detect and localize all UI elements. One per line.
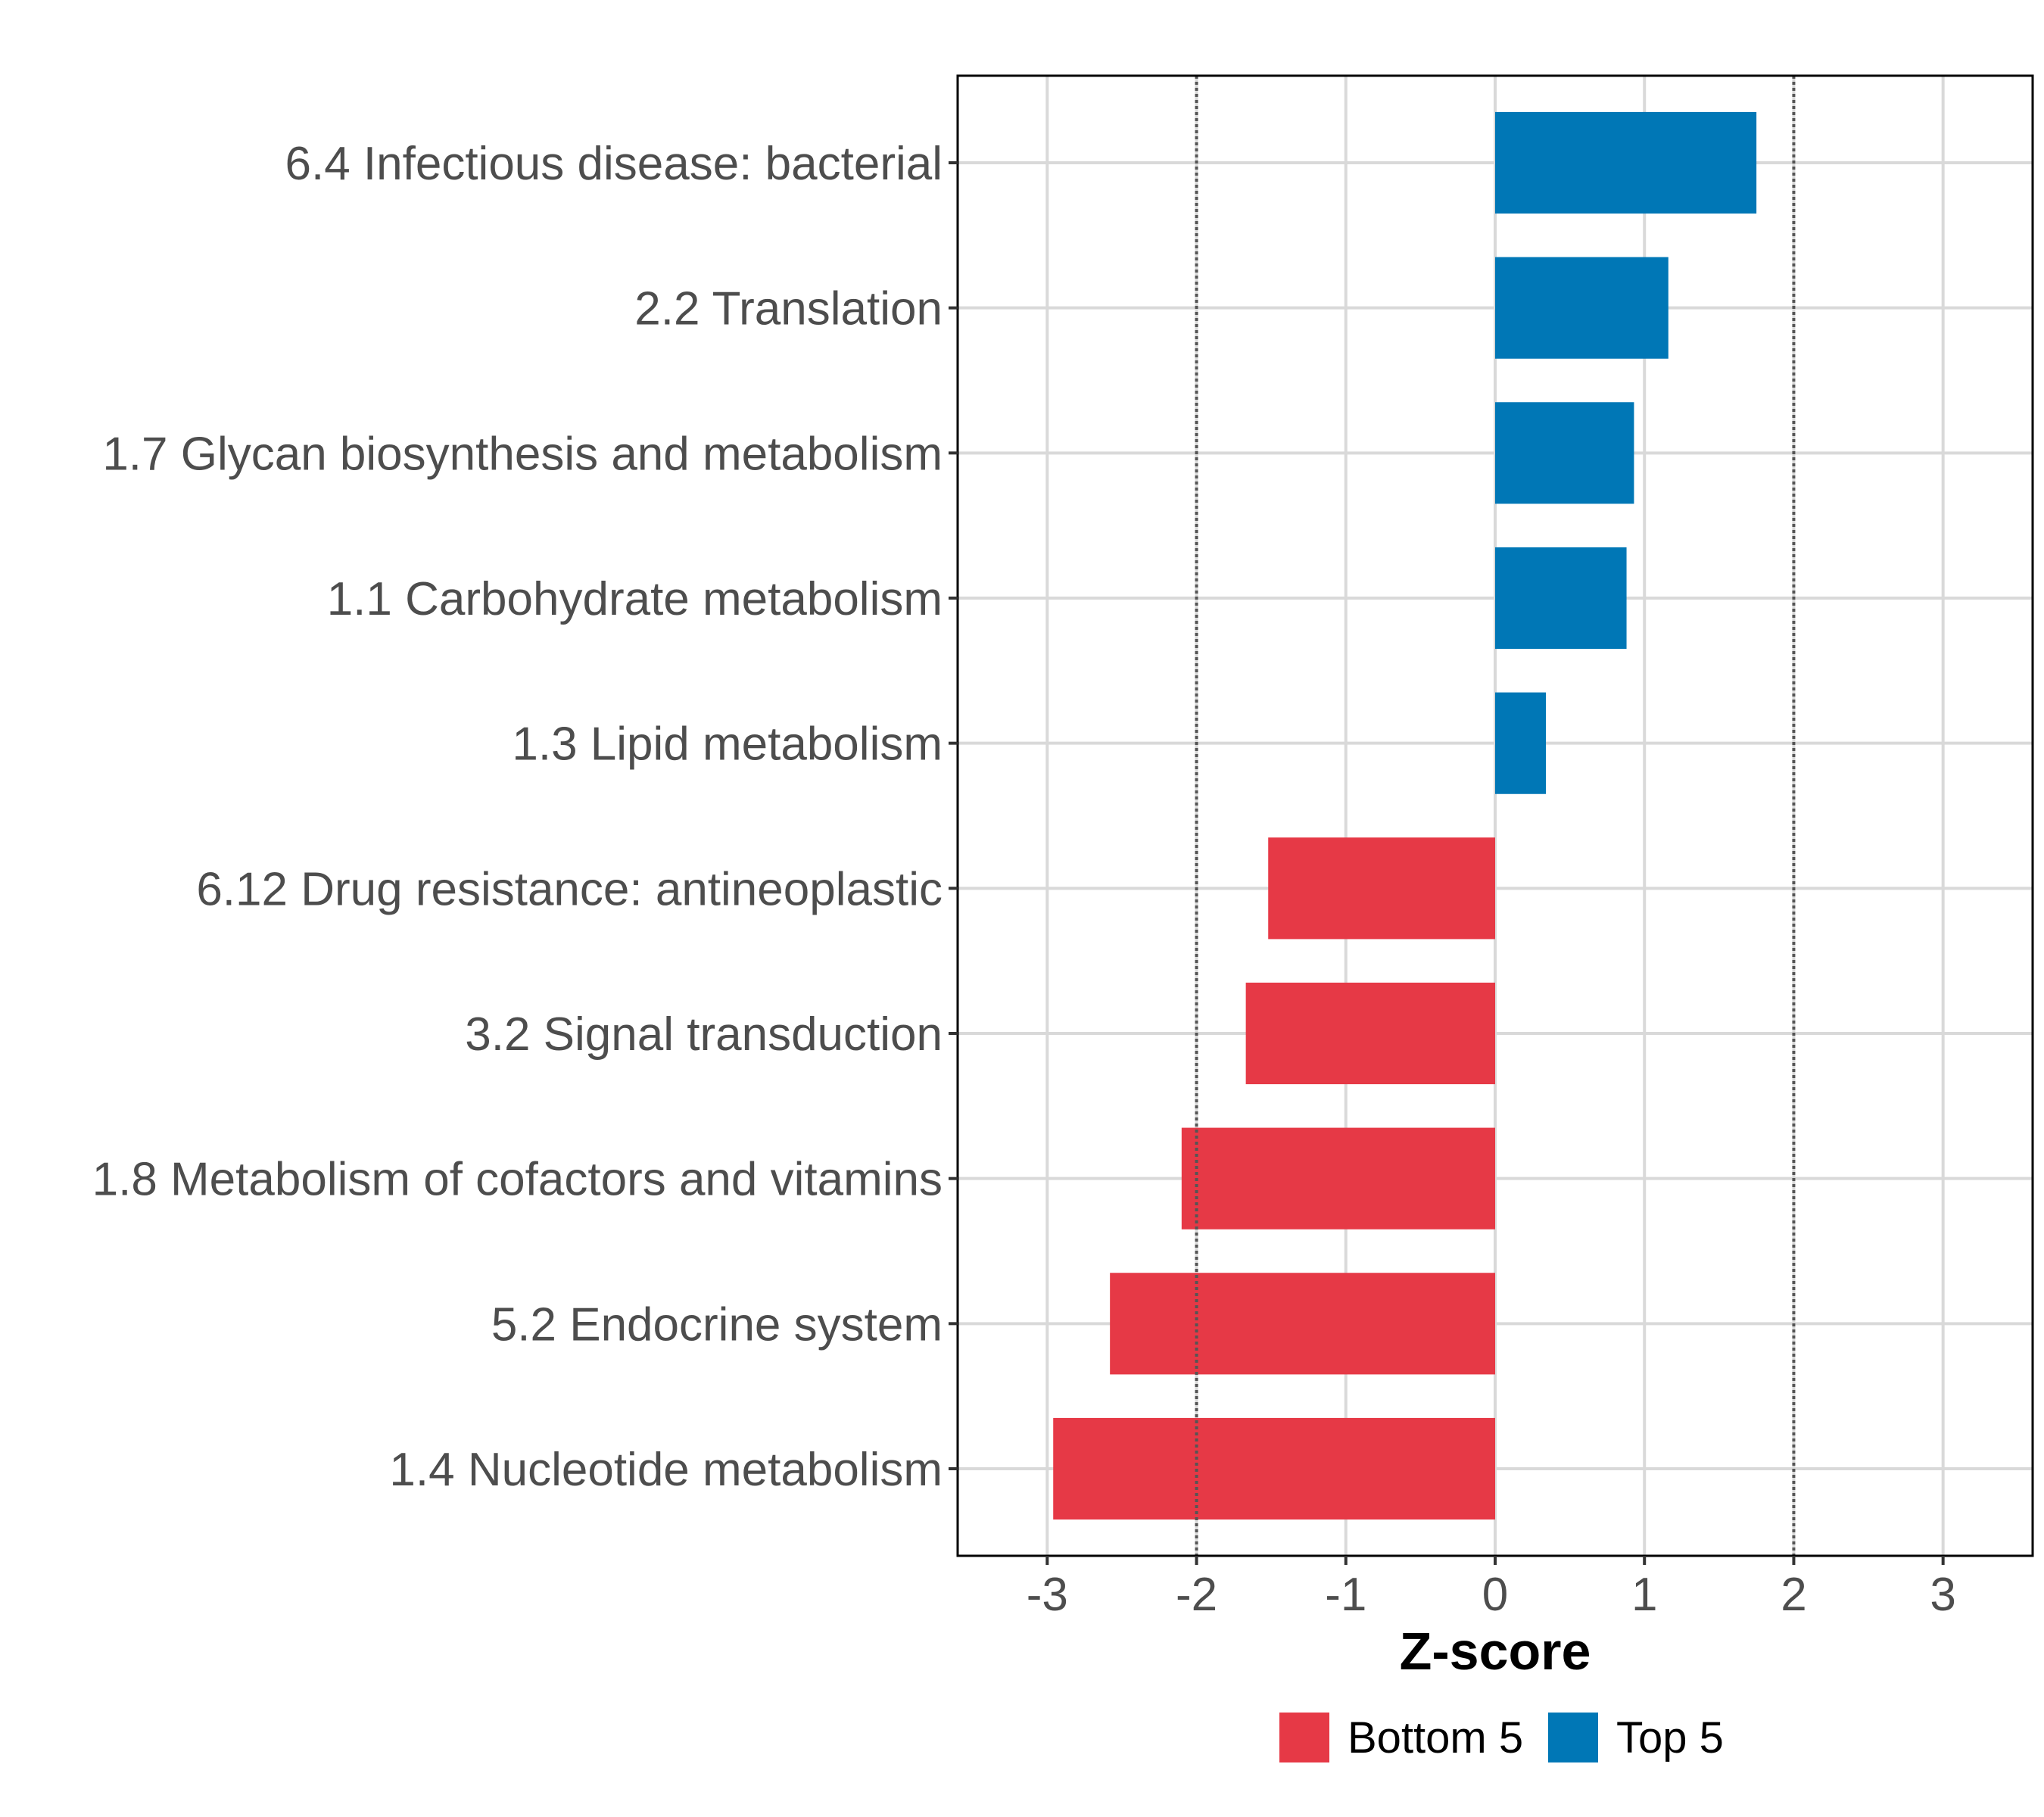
x-tick-label: 2 <box>1781 1569 1806 1621</box>
legend-swatch <box>1279 1713 1329 1762</box>
x-axis: -3 -2 -1 0 1 2 3 <box>1027 1556 1956 1621</box>
legend: Bottom 5 Top 5 <box>1279 1713 1724 1762</box>
bar-3-2 <box>1245 982 1495 1085</box>
bar-6-4 <box>1495 111 1757 214</box>
y-tick-label: 6.12 Drug resistance: antineoplastic <box>196 863 943 915</box>
bar-5-2 <box>1110 1273 1495 1375</box>
y-tick-label: 1.7 Glycan biosynthesis and metabolism <box>102 428 943 480</box>
y-tick-label: 3.2 Signal transduction <box>465 1008 943 1061</box>
bar-1-3 <box>1495 692 1547 794</box>
x-axis-title: Z-score <box>1400 1622 1591 1681</box>
x-tick-label: 0 <box>1482 1569 1508 1621</box>
y-tick-label: 6.4 Infectious disease: bacterial <box>285 138 943 190</box>
legend-swatch <box>1548 1713 1598 1762</box>
bar-1-8 <box>1181 1127 1495 1230</box>
y-tick-label: 1.3 Lipid metabolism <box>512 718 943 771</box>
bar-1-4 <box>1053 1417 1495 1520</box>
x-tick-label: -3 <box>1027 1569 1068 1621</box>
y-tick-label: 1.8 Metabolism of cofactors and vitamins <box>92 1154 943 1206</box>
y-tick-label: 1.1 Carbohydrate metabolism <box>327 573 943 625</box>
x-tick-label: 1 <box>1631 1569 1657 1621</box>
y-tick-label: 5.2 Endocrine system <box>491 1298 943 1351</box>
bar-1-7 <box>1495 402 1634 504</box>
y-tick-label: 2.2 Translation <box>634 283 943 335</box>
x-tick-label: -2 <box>1176 1569 1217 1621</box>
bar-6-12 <box>1268 837 1495 940</box>
legend-label: Top 5 <box>1616 1713 1724 1762</box>
reference-lines <box>1195 76 1796 1556</box>
bar-2-2 <box>1495 257 1669 359</box>
y-tick-label: 1.4 Nucleotide metabolism <box>389 1444 943 1496</box>
y-axis: 6.4 Infectious disease: bacterial 2.2 Tra… <box>92 138 958 1496</box>
bars <box>1053 111 1757 1520</box>
x-tick-label: -1 <box>1325 1569 1366 1621</box>
legend-label: Bottom 5 <box>1348 1713 1523 1762</box>
x-tick-label: 3 <box>1930 1569 1955 1621</box>
bar-1-1 <box>1495 547 1627 650</box>
